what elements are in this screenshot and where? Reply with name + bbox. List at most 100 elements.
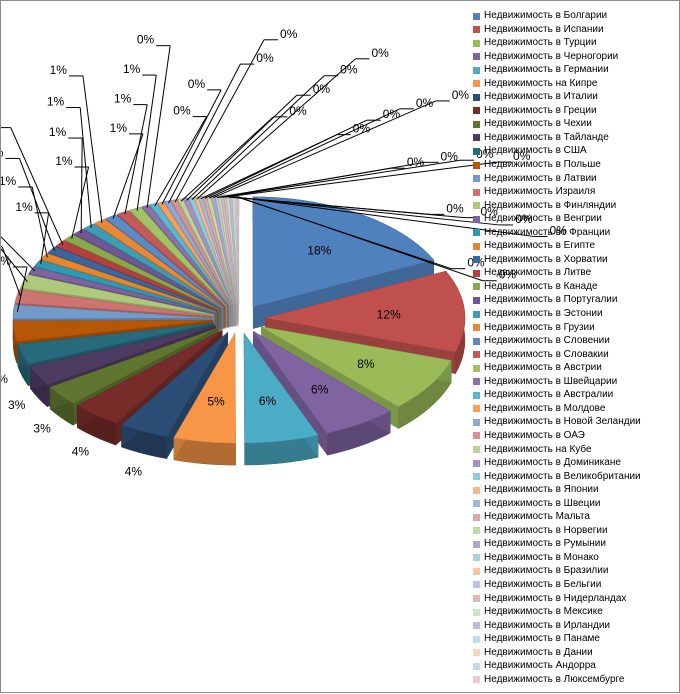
legend-swatch: [473, 540, 480, 548]
legend-item: Недвижимость в Египте: [473, 239, 673, 253]
legend-label: Недвижимость в Ирландии: [484, 619, 611, 631]
legend-swatch: [473, 473, 480, 481]
legend-label: Недвижимость в Польше: [484, 159, 601, 171]
legend-label: Недвижимость в Грузии: [484, 321, 595, 333]
legend-label: Недвижимость в Бразилии: [484, 565, 609, 577]
leader-line: [174, 39, 265, 203]
legend-label: Недвижимость в Швейцарии: [484, 375, 618, 387]
legend-item: Недвижимость в Люксембурге: [473, 673, 673, 687]
pie-slice: [14, 289, 214, 317]
data-label: 0%: [416, 96, 434, 110]
pie-slice: [243, 332, 319, 444]
legend-label: Недвижимость в США: [484, 145, 587, 157]
legend-label: Недвижимость в Люксембурге: [484, 673, 625, 685]
legend-item: Недвижимость в Словении: [473, 334, 673, 348]
pie-slice: [226, 194, 238, 305]
legend-label: Недвижимость Израиля: [484, 186, 596, 198]
data-label: 12%: [377, 308, 401, 322]
legend-label: Недвижимость в Дании: [484, 646, 593, 658]
data-label: 0%: [137, 33, 155, 47]
leader-line: [191, 75, 325, 201]
leader-line: [208, 108, 401, 199]
legend-item: Недвижимость Израиля: [473, 185, 673, 199]
legend-label: Недвижимость в Тайланде: [484, 131, 609, 143]
pie-slice: [206, 195, 236, 305]
legend-swatch: [473, 39, 480, 47]
legend-item: Недвижимость в Доминикане: [473, 456, 673, 470]
legend-item: Недвижимость в Великобритании: [473, 470, 673, 484]
leader-line: [168, 63, 241, 204]
leader-line: [186, 94, 298, 201]
legend-item: Недвижимость в Швейцарии: [473, 375, 673, 389]
legend-label: Недвижимость в Великобритании: [484, 470, 641, 482]
legend-item: Недвижимость в Бразилии: [473, 564, 673, 578]
legend-swatch: [473, 446, 480, 453]
data-label: 0%: [340, 63, 358, 77]
legend-label: Недвижимость в Норвегии: [484, 524, 608, 536]
data-label: 1%: [47, 95, 65, 109]
leader-line: [79, 107, 92, 228]
legend-swatch: [473, 147, 480, 155]
legend-label: Недвижимость Андорра: [484, 660, 596, 672]
legend-label: Недвижимость в Черногории: [484, 50, 619, 62]
data-label: 0%: [480, 205, 498, 219]
legend-swatch: [473, 296, 480, 304]
leader-line: [222, 159, 461, 198]
legend-label: Недвижимость в Венгрии: [484, 213, 602, 225]
legend-label: Недвижимость в Словении: [484, 335, 610, 347]
legend-label: Недвижимость в Панаме: [484, 633, 600, 645]
legend-item: Недвижимость в Новой Зеландии: [473, 415, 673, 429]
data-label: 6%: [311, 383, 329, 397]
legend-label: Недвижимость в Доминикане: [484, 457, 621, 469]
legend-label: Недвижимость в Греции: [484, 104, 597, 116]
legend-item: Недвижимость в Норвегии: [473, 524, 673, 538]
legend-item: Недвижимость в Монако: [473, 551, 673, 565]
pie-slice: [83, 223, 222, 309]
legend-label: Недвижимость в Латвии: [484, 172, 597, 184]
leader-line: [18, 158, 56, 252]
pie-slice: [12, 304, 214, 319]
legend-item: Недвижимость в Польше: [473, 158, 673, 172]
legend-item: Недвижимость в Германии: [473, 63, 673, 77]
pie-slice: [94, 218, 224, 308]
pie-slice: [157, 201, 231, 306]
pie-slice: [260, 326, 452, 407]
pie-slice: [49, 327, 219, 404]
legend-swatch: [473, 432, 480, 440]
legend-swatch: [473, 567, 480, 575]
legend-item: Недвижимость в Панаме: [473, 632, 673, 646]
legend-label: Недвижимость в Германии: [484, 64, 609, 76]
data-label: 4%: [72, 445, 90, 459]
pie-slice: [214, 194, 237, 305]
legend-label: Недвижимость в Канаде: [484, 280, 598, 292]
legend-swatch: [473, 662, 480, 670]
legend-swatch: [473, 53, 480, 61]
data-label: 0%: [173, 104, 191, 118]
legend-item: Недвижимость в Мексике: [473, 605, 673, 619]
leader-line: [71, 166, 90, 239]
pie-slice: [173, 332, 236, 444]
legend-label: Недвижимость в Австралии: [484, 389, 614, 401]
pie-slice: [170, 199, 232, 306]
leader-line: [213, 100, 436, 199]
legend-item: Недвижимость в Испании: [473, 23, 673, 37]
legend-item: Недвижимость в Турции: [473, 36, 673, 50]
legend-swatch: [473, 595, 480, 603]
legend-item: Недвижимость в Дании: [473, 646, 673, 660]
legend-swatch: [473, 554, 480, 562]
legend-label: Недвижимость в Швеции: [484, 497, 601, 509]
legend-label: Недвижимость в Италии: [484, 91, 598, 103]
legend-label: Недвижимость в Египте: [484, 240, 596, 252]
pie-slice: [177, 198, 233, 306]
legend-swatch: [473, 622, 480, 630]
legend-swatch: [473, 405, 480, 413]
leader-line: [1, 248, 28, 283]
pie-slice: [193, 196, 235, 306]
legend-swatch: [473, 391, 480, 399]
legend-swatch: [473, 283, 480, 291]
legend-swatch: [473, 269, 480, 277]
data-label: 0%: [515, 212, 533, 226]
legend-swatch: [473, 418, 480, 426]
